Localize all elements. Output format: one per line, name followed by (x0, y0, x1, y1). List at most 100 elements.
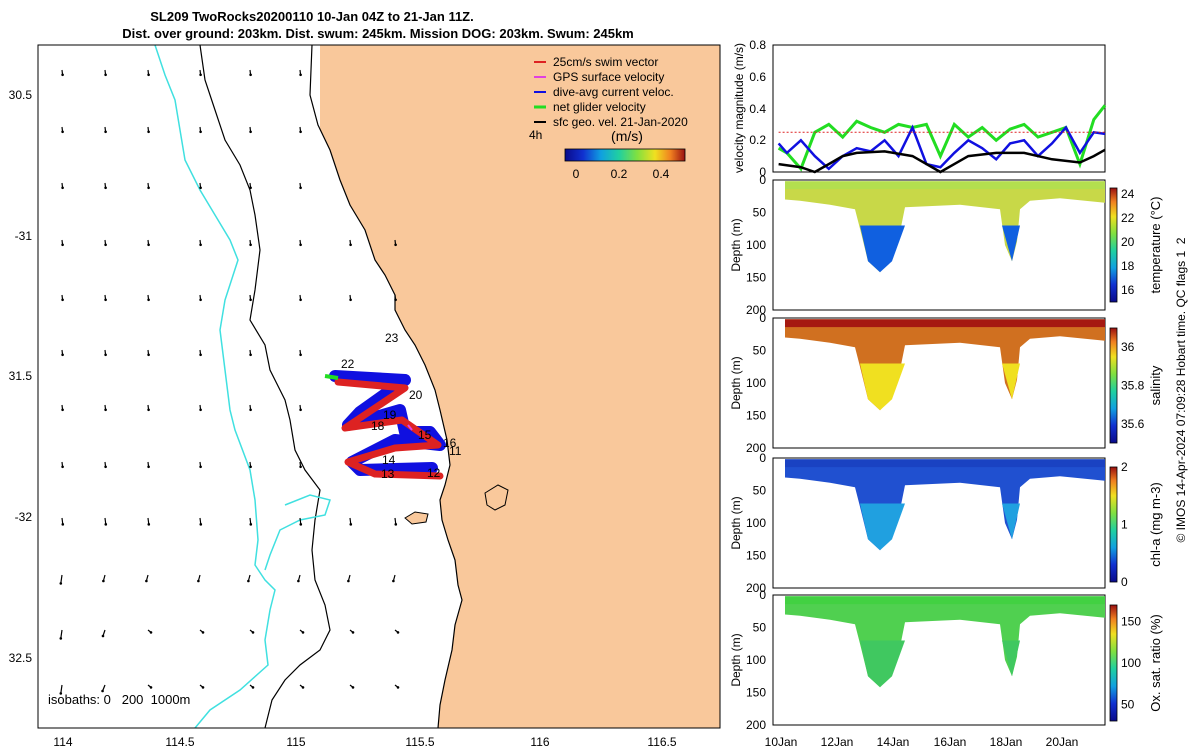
sfc-geo-arrow-head (299, 186, 302, 190)
colorbar-tick: 0.4 (653, 167, 670, 181)
y-tick-label: 50 (753, 621, 767, 635)
sfc-geo-arrow-head (104, 243, 107, 247)
section-deep-profile (1002, 503, 1020, 540)
sfc-geo-arrow-head (59, 582, 63, 585)
sfc-geo-arrow-head (61, 408, 64, 412)
day-label: 12 (427, 466, 441, 480)
sfc-geo-arrow-head (299, 298, 302, 302)
section-deep-profile (860, 503, 905, 551)
y-tick-label: 0 (759, 588, 766, 602)
section-deep-profile (1002, 363, 1020, 400)
sfc-geo-arrow-head (199, 73, 202, 77)
y-tick-label: 200 (746, 303, 766, 317)
x-tick-label: 115.5 (405, 735, 434, 749)
section-colorbar (1109, 604, 1118, 722)
y-tick-label: 100 (746, 238, 766, 252)
isobath-1000m (199, 44, 331, 729)
sfc-geo-arrow-head (394, 298, 397, 302)
sfc-geo-arrow-head (299, 353, 302, 357)
sfc-geo-arrow-head (199, 130, 202, 134)
section-deep-profile (1002, 640, 1020, 677)
sfc-geo-arrow-head (61, 73, 64, 77)
sfc-geo-arrow-head (396, 631, 400, 634)
sfc-geo-arrow-head (251, 631, 255, 634)
colorbar-tick: 50 (1121, 697, 1135, 711)
x-tick-label: 18Jan (990, 735, 1023, 749)
sfc-geo-arrow-head (104, 353, 107, 357)
sfc-geo-arrow-head (249, 523, 253, 526)
y-tick-label: 150 (746, 686, 766, 700)
x-tick-label: 114 (53, 735, 72, 749)
sfc-geo-arrow-head (349, 298, 352, 302)
section-deep-profile (860, 363, 905, 411)
day-label: 19 (383, 408, 397, 422)
legend-label: 25cm/s swim vector (553, 55, 658, 69)
y-tick-label: 32.5 (9, 651, 33, 665)
x-tick-label: 116 (530, 735, 549, 749)
sfc-geo-arrow-head (249, 73, 252, 77)
sfc-geo-arrow-head (104, 465, 107, 469)
colorbar-tick: 0 (573, 167, 580, 181)
colorbar-tick: 1 (1121, 518, 1128, 532)
y-tick-label: 31.5 (9, 369, 33, 383)
island (404, 511, 429, 525)
section-y-label: Depth (m) (729, 218, 743, 271)
sfc-geo-arrow-head (392, 579, 395, 583)
net-glider-track (324, 374, 339, 380)
colorbar-tick: 20 (1121, 235, 1135, 249)
sfc-geo-arrow-head (351, 631, 355, 634)
day-label: 11 (449, 444, 462, 458)
day-label: 23 (385, 331, 399, 345)
sfc-geo-arrow-head (201, 631, 205, 634)
sfc-geo-arrow-head (147, 73, 150, 77)
y-tick-label: 0.2 (749, 133, 766, 147)
gps-surface-mark (407, 424, 413, 431)
map-y-ticks: 30.5 -31 31.5 -32 32.5 (9, 88, 33, 665)
section-colorbar (1109, 327, 1118, 444)
x-tick-label: 20Jan (1046, 735, 1079, 749)
section-y-label: Depth (m) (729, 496, 743, 549)
section-deep-profile (860, 640, 905, 688)
sfc-geo-arrow-head (197, 579, 200, 583)
sfc-geo-arrow-head (59, 637, 63, 640)
x-tick-label: 114.5 (165, 735, 194, 749)
section-data-field (785, 181, 1105, 273)
time-x-ticks: 10Jan 12Jan 14Jan 16Jan 18Jan 20Jan (765, 735, 1079, 749)
day-label: 16 (443, 436, 457, 450)
colorbar-label: Ox. sat. ratio (%) (1148, 614, 1163, 712)
y-tick-label: 200 (746, 441, 766, 455)
y-tick-label: 0 (759, 165, 766, 179)
day-label: 13 (381, 467, 395, 481)
sfc-geo-arrow-head (297, 579, 300, 583)
sfc-geo-arrow-head (102, 579, 105, 583)
velocity-lines (777, 104, 1107, 174)
sfc-geo-arrow-head (104, 186, 107, 190)
x-tick-label: 115 (286, 735, 305, 749)
map-x-ticks: 114 114.5 115 115.5 116 116.5 (53, 735, 676, 749)
sfc-geo-arrow-head (349, 523, 353, 526)
colorbar-tick: 36 (1121, 340, 1135, 354)
sfc-geo-arrow-head (199, 465, 202, 469)
sfc-geo-arrow-head (301, 686, 305, 689)
colorbar-label: temperature (°C) (1148, 197, 1163, 294)
sfc-geo-arrow-head (251, 686, 255, 689)
day-label: 22 (341, 357, 355, 371)
sfc-geo-arrow-head (61, 465, 64, 469)
y-tick-label: 0 (759, 173, 766, 187)
section-surface-layer (785, 596, 1105, 605)
sfc-geo-arrow-head (104, 523, 108, 526)
y-tick-label: -31 (15, 229, 33, 243)
y-tick-label: 0 (759, 311, 766, 325)
sfc-geo-arrow-head (299, 243, 302, 247)
colorbar-label: salinity (1148, 365, 1163, 405)
sfc-geo-arrow (60, 574, 63, 584)
coastline (309, 44, 463, 729)
copyright-side-label: © IMOS 14-Apr-2024 07:09:28 Hobart time.… (1174, 237, 1188, 542)
glider-track (324, 370, 446, 480)
map-colorbar (564, 148, 686, 162)
day-labels: 23 22 20 19 18 16 15 14 13 11 12 (341, 331, 462, 481)
colorbar-tick: 24 (1121, 187, 1135, 201)
legend-label: sfc geo. vel. 21-Jan-2020 (553, 115, 688, 129)
